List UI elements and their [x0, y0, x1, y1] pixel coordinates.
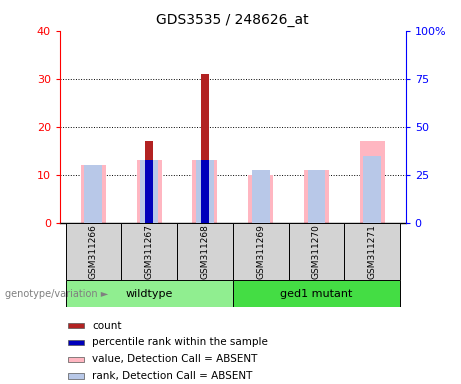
Bar	[140, 161, 158, 223]
Text: count: count	[92, 321, 122, 331]
Bar	[289, 223, 344, 280]
Text: ged1 mutant: ged1 mutant	[280, 289, 353, 299]
Bar	[252, 170, 270, 223]
Bar	[177, 223, 233, 280]
Bar	[84, 165, 102, 223]
Text: GSM311271: GSM311271	[368, 224, 377, 279]
Text: GSM311266: GSM311266	[89, 224, 98, 279]
Bar	[68, 340, 84, 345]
Bar	[192, 161, 218, 223]
Bar	[65, 280, 233, 307]
Bar	[304, 170, 329, 223]
Bar	[360, 141, 385, 223]
Text: GSM311269: GSM311269	[256, 224, 265, 279]
Text: GSM311267: GSM311267	[145, 224, 154, 279]
Bar	[65, 223, 121, 280]
Title: GDS3535 / 248626_at: GDS3535 / 248626_at	[156, 13, 309, 27]
Text: wildtype: wildtype	[125, 289, 173, 299]
Text: genotype/variation ►: genotype/variation ►	[5, 289, 108, 299]
Bar	[307, 170, 325, 223]
Bar	[233, 280, 400, 307]
Bar	[121, 223, 177, 280]
Bar	[145, 141, 154, 223]
Bar	[248, 175, 273, 223]
Bar	[201, 74, 209, 223]
Bar	[145, 161, 154, 223]
Text: GSM311270: GSM311270	[312, 224, 321, 279]
Bar	[196, 161, 214, 223]
Bar	[233, 223, 289, 280]
Bar	[81, 165, 106, 223]
Text: rank, Detection Call = ABSENT: rank, Detection Call = ABSENT	[92, 371, 252, 381]
Bar	[201, 161, 209, 223]
Text: GSM311268: GSM311268	[201, 224, 209, 279]
Bar	[344, 223, 400, 280]
Bar	[363, 156, 381, 223]
Bar	[68, 323, 84, 328]
Text: value, Detection Call = ABSENT: value, Detection Call = ABSENT	[92, 354, 257, 364]
Bar	[68, 373, 84, 379]
Text: percentile rank within the sample: percentile rank within the sample	[92, 338, 268, 348]
Bar	[136, 161, 162, 223]
Bar	[68, 357, 84, 362]
